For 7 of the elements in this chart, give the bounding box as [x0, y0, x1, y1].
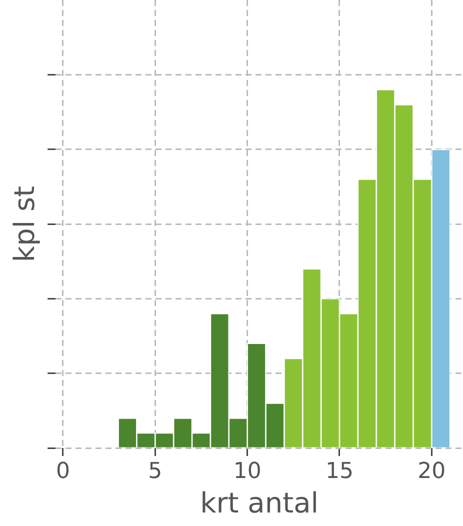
x-axis-title: krt antal — [200, 486, 319, 520]
y-axis-title: kpl st — [8, 186, 42, 262]
x-tick-label: 15 — [325, 458, 354, 484]
x-tick-label: 0 — [56, 458, 70, 484]
x-tick-label: 5 — [148, 458, 162, 484]
x-tick-label: 10 — [233, 458, 262, 484]
x-tick-label: 20 — [418, 458, 446, 484]
